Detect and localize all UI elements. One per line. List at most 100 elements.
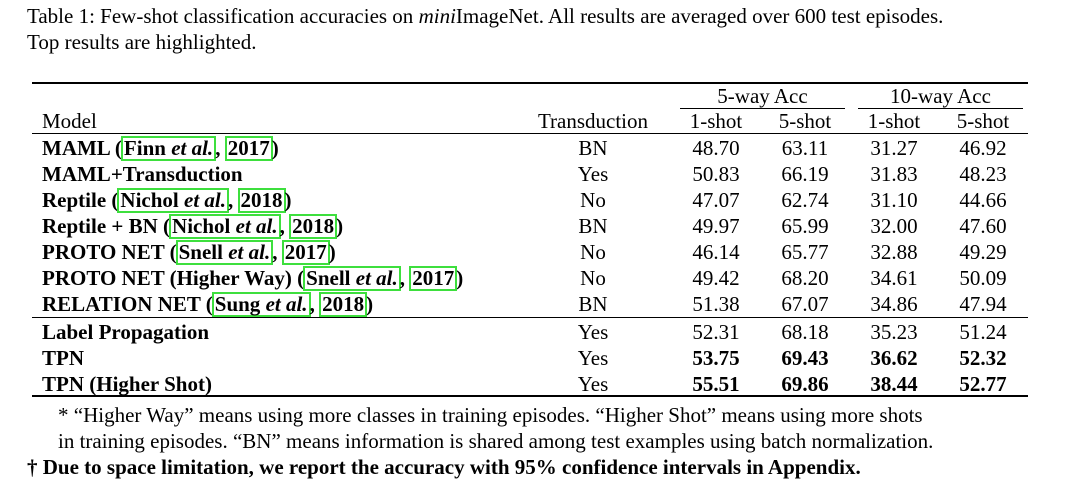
citation-author-link[interactable]: Finn et al. — [120, 136, 217, 161]
model-name: TPN (Higher Shot) — [42, 372, 212, 396]
transduction-cell: No — [580, 188, 606, 212]
citation-year-link[interactable]: 2017 — [224, 136, 273, 161]
accuracy-cell: 32.00 — [870, 214, 918, 238]
accuracy-cell: 65.99 — [781, 214, 829, 238]
citation-close: ) — [456, 266, 464, 290]
citation-year-link[interactable]: 2017 — [409, 266, 458, 291]
citation-year-link[interactable]: 2018 — [237, 188, 286, 213]
accuracy-cell: 52.77 — [959, 372, 1007, 396]
transduction-cell: BN — [578, 292, 608, 316]
header-10way-1shot: 1-shot — [867, 109, 921, 133]
accuracy-cell: 34.61 — [870, 266, 918, 290]
cmidrule-5way — [680, 108, 845, 109]
transduction-cell: BN — [578, 136, 608, 160]
citation-close: ) — [366, 292, 374, 316]
transduction-cell: Yes — [577, 346, 609, 370]
caption-rest: ImageNet. All results are averaged over … — [455, 4, 944, 28]
header-5way-5shot: 5-shot — [778, 109, 832, 133]
model-cell: PROTO NET (Higher Way) (Snell et al., 20… — [42, 266, 463, 291]
caption-prefix: Table 1: Few-shot classification accurac… — [27, 4, 419, 28]
accuracy-cell: 49.29 — [959, 240, 1007, 264]
caption-italic: mini — [418, 4, 456, 28]
model-name: Reptile ( — [42, 188, 119, 212]
model-cell: RELATION NET (Sung et al., 2018) — [42, 292, 373, 317]
accuracy-cell: 31.27 — [870, 136, 918, 160]
citation-etal: et al. — [260, 292, 308, 316]
citation-author: Snell — [178, 240, 223, 264]
accuracy-cell: 69.43 — [781, 346, 829, 370]
accuracy-cell: 50.09 — [959, 266, 1007, 290]
accuracy-cell: 38.44 — [870, 372, 918, 396]
footnote-3: † Due to space limitation, we report the… — [27, 455, 861, 479]
citation-author: Nichol — [120, 188, 179, 212]
transduction-cell: BN — [578, 214, 608, 238]
model-cell: Reptile (Nichol et al., 2018) — [42, 188, 292, 213]
model-cell: MAML+Transduction — [42, 162, 243, 186]
accuracy-cell: 48.70 — [692, 136, 740, 160]
model-name: PROTO NET (Higher Way) ( — [42, 266, 305, 290]
citation-separator: , — [228, 188, 239, 212]
model-cell: PROTO NET (Snell et al., 2017) — [42, 240, 336, 265]
bottom-rule — [32, 395, 1028, 397]
accuracy-cell: 48.23 — [959, 162, 1007, 186]
model-cell: TPN (Higher Shot) — [42, 372, 212, 396]
citation-close: ) — [328, 240, 336, 264]
table-caption: Table 1: Few-shot classification accurac… — [27, 3, 1067, 55]
accuracy-cell: 53.75 — [692, 346, 740, 370]
accuracy-cell: 52.32 — [959, 346, 1007, 370]
accuracy-cell: 55.51 — [692, 372, 740, 396]
header-rule — [32, 133, 1028, 134]
header-10way-5shot: 5-shot — [956, 109, 1010, 133]
citation-author-link[interactable]: Nichol et al. — [169, 214, 281, 239]
model-cell: Reptile + BN (Nichol et al., 2018) — [42, 214, 343, 239]
citation-separator: , — [215, 136, 226, 160]
citation-separator: , — [399, 266, 411, 290]
accuracy-cell: 62.74 — [781, 188, 829, 212]
header-group-5way: 5-way Acc — [717, 84, 808, 108]
accuracy-cell: 52.31 — [692, 320, 740, 344]
accuracy-cell: 49.42 — [692, 266, 740, 290]
accuracy-cell: 68.18 — [781, 320, 829, 344]
citation-separator: , — [272, 240, 283, 264]
accuracy-cell: 34.86 — [870, 292, 918, 316]
citation-author: Snell — [306, 266, 351, 290]
accuracy-cell: 35.23 — [870, 320, 918, 344]
accuracy-cell: 32.88 — [870, 240, 918, 264]
accuracy-cell: 44.66 — [959, 188, 1007, 212]
mid-rule — [32, 317, 1028, 318]
transduction-cell: Yes — [577, 162, 609, 186]
model-name: PROTO NET ( — [42, 240, 177, 264]
model-name: RELATION NET ( — [42, 292, 213, 316]
accuracy-cell: 51.24 — [959, 320, 1007, 344]
citation-year-link[interactable]: 2018 — [289, 214, 338, 239]
accuracy-cell: 69.86 — [781, 372, 829, 396]
citation-author: Finn — [123, 136, 166, 160]
citation-close: ) — [271, 136, 279, 160]
accuracy-cell: 46.92 — [959, 136, 1007, 160]
citation-close: ) — [336, 214, 344, 238]
citation-author-link[interactable]: Nichol et al. — [117, 188, 229, 213]
citation-year-link[interactable]: 2017 — [281, 240, 330, 265]
model-cell: MAML (Finn et al., 2017) — [42, 136, 279, 161]
transduction-cell: Yes — [577, 372, 609, 396]
citation-author-link[interactable]: Snell et al. — [175, 240, 274, 265]
citation-etal: et al. — [165, 136, 214, 160]
caption-line2: Top results are highlighted. — [27, 30, 257, 54]
citation-author-link[interactable]: Sung et al. — [211, 292, 311, 317]
accuracy-cell: 51.38 — [692, 292, 740, 316]
accuracy-cell: 49.97 — [692, 214, 740, 238]
transduction-cell: Yes — [577, 320, 609, 344]
header-model: Model — [42, 109, 97, 133]
accuracy-cell: 47.07 — [692, 188, 740, 212]
accuracy-cell: 66.19 — [781, 162, 829, 186]
citation-author: Sung — [214, 292, 261, 316]
citation-author-link[interactable]: Snell et al. — [303, 266, 401, 291]
model-name: Label Propagation — [42, 320, 210, 344]
accuracy-cell: 47.94 — [959, 292, 1007, 316]
model-cell: TPN — [42, 346, 84, 370]
footnote-2: in training episodes. “BN” means informa… — [58, 429, 934, 453]
citation-author: Nichol — [172, 214, 231, 238]
header-5way-1shot: 1-shot — [689, 109, 743, 133]
citation-year-link[interactable]: 2018 — [319, 292, 368, 317]
citation-etal: et al. — [222, 240, 271, 264]
